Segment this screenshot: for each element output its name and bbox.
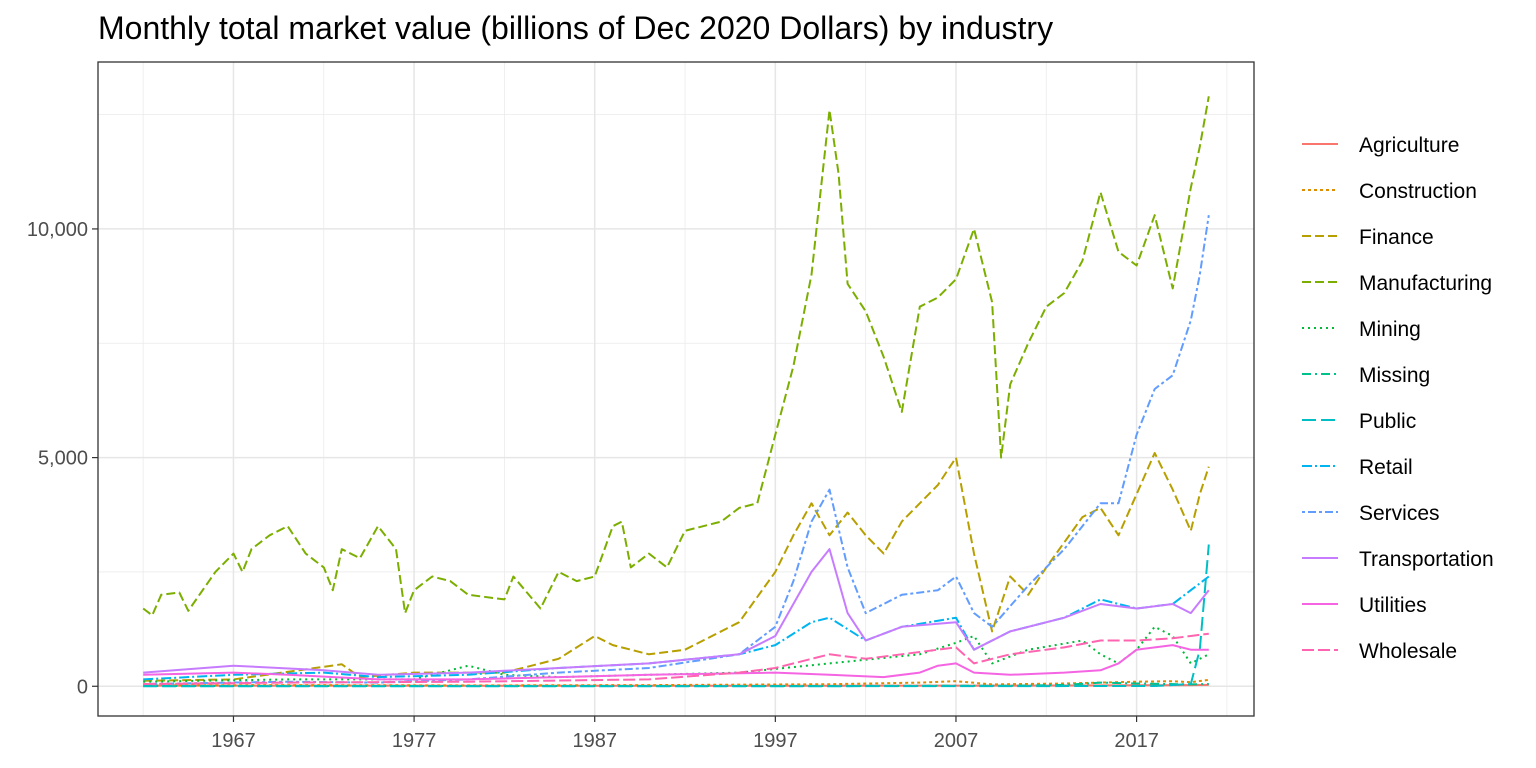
series-line-manufacturing xyxy=(142,96,1210,617)
legend-label-agriculture: Agriculture xyxy=(1359,134,1459,157)
series-line-utilities xyxy=(143,644,1209,681)
chart-title: Monthly total market value (billions of … xyxy=(98,10,1054,46)
y-tick-label: 0 xyxy=(77,676,88,698)
x-tick-label: 1977 xyxy=(392,730,437,752)
plot-border xyxy=(97,61,1255,717)
legend-label-utilities: Utilities xyxy=(1359,594,1427,617)
x-tick-label: 1997 xyxy=(753,730,798,752)
legend-label-missing: Missing xyxy=(1359,364,1430,387)
legend-label-public: Public xyxy=(1359,410,1416,433)
x-tick-label: 1987 xyxy=(572,730,617,752)
series-line-services xyxy=(143,215,1210,685)
legend-label-manufacturing: Manufacturing xyxy=(1359,272,1492,295)
series-line-finance xyxy=(143,452,1210,682)
series-line-transportation xyxy=(143,548,1210,676)
legend-label-retail: Retail xyxy=(1359,456,1413,479)
plot-panel xyxy=(98,62,1254,716)
x-tick-label: 1967 xyxy=(211,730,256,752)
x-tick-label: 2007 xyxy=(934,730,979,752)
y-tick-label: 10,000 xyxy=(27,219,88,241)
legend-label-finance: Finance xyxy=(1359,226,1434,249)
series-line-wholesale xyxy=(143,632,1209,685)
legend-label-wholesale: Wholesale xyxy=(1359,640,1457,663)
y-tick-label: 5,000 xyxy=(38,448,88,470)
series-line-mining xyxy=(143,625,1210,683)
legend-label-services: Services xyxy=(1359,502,1440,525)
x-tick-label: 2017 xyxy=(1114,730,1159,752)
legend-label-mining: Mining xyxy=(1359,318,1421,341)
legend-label-construction: Construction xyxy=(1359,180,1477,203)
legend-label-transportation: Transportation xyxy=(1359,548,1494,571)
